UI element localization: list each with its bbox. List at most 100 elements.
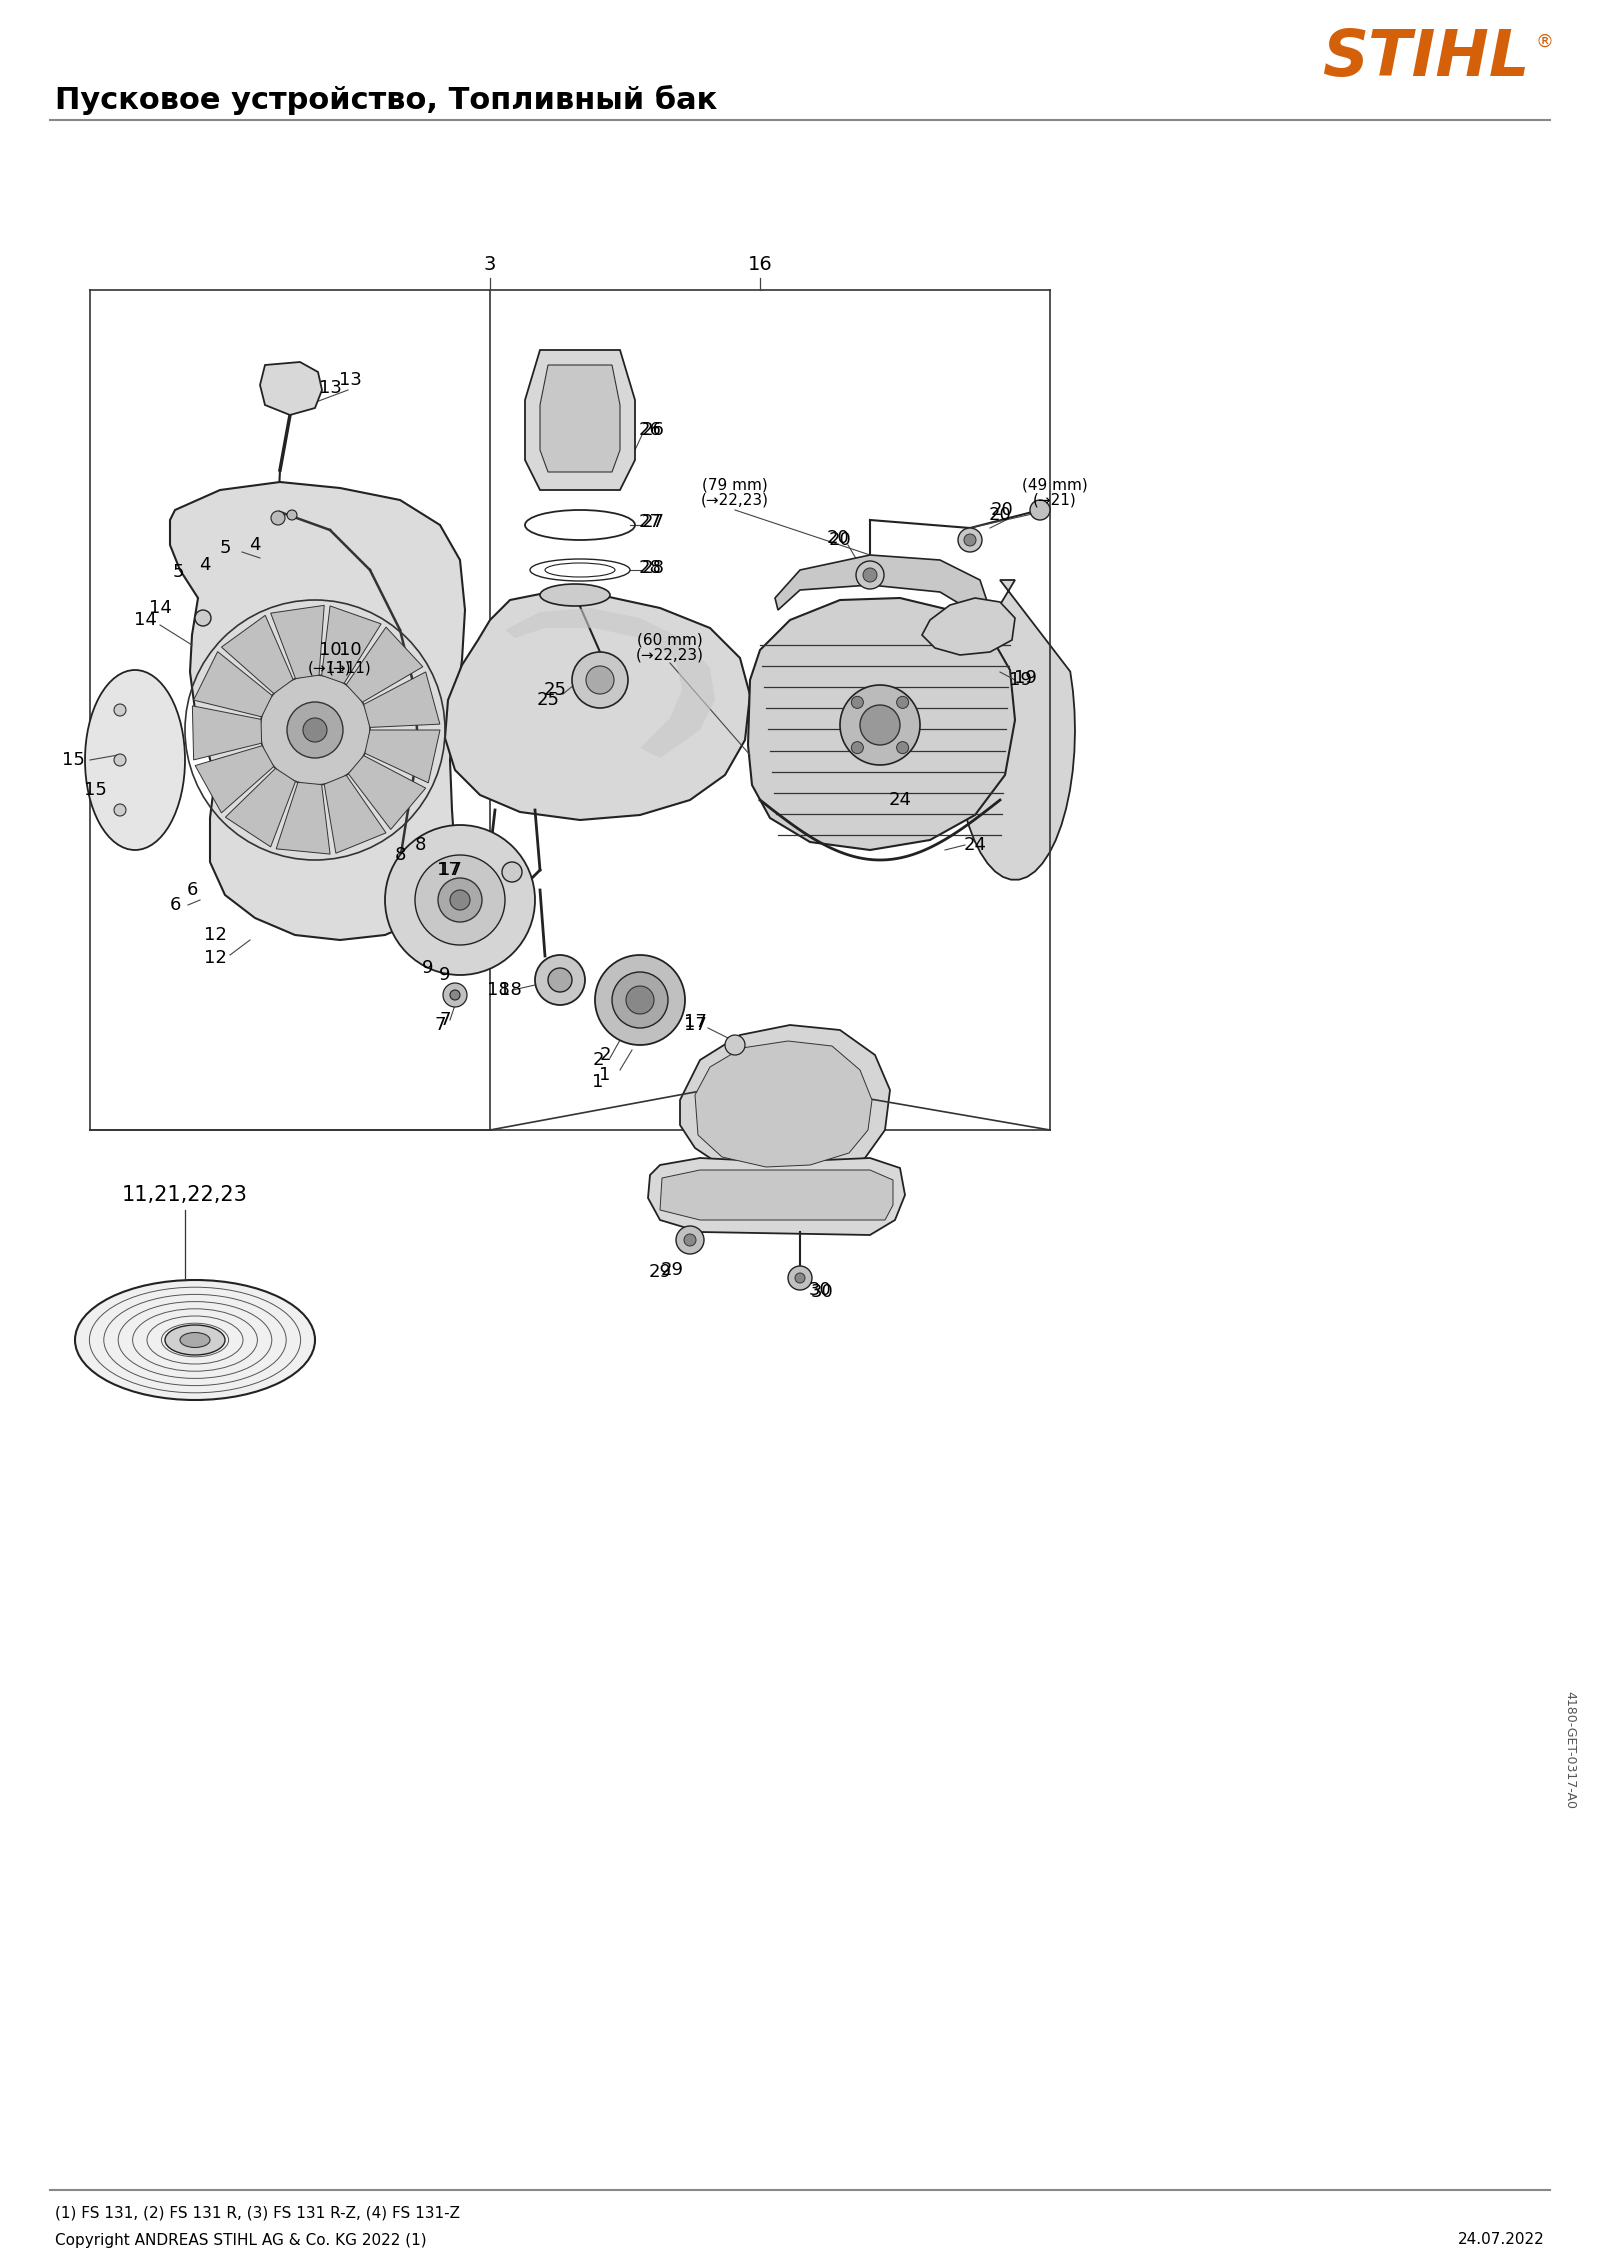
Circle shape (963, 534, 976, 545)
Circle shape (502, 862, 522, 883)
Circle shape (787, 1265, 813, 1290)
Text: 20: 20 (990, 500, 1013, 518)
Text: 11,21,22,23: 11,21,22,23 (122, 1186, 248, 1204)
Circle shape (443, 982, 467, 1007)
Text: 10: 10 (318, 640, 341, 659)
Text: 19: 19 (1008, 672, 1032, 688)
Text: (→11): (→11) (328, 661, 371, 674)
Circle shape (856, 561, 883, 588)
Polygon shape (365, 731, 440, 783)
Text: 1: 1 (600, 1066, 611, 1084)
Ellipse shape (75, 1281, 315, 1401)
Circle shape (586, 665, 614, 695)
Text: (1) FS 131, (2) FS 131 R, (3) FS 131 R-Z, (4) FS 131-Z: (1) FS 131, (2) FS 131 R, (3) FS 131 R-Z… (54, 2206, 461, 2220)
Circle shape (725, 1034, 746, 1055)
Text: 19: 19 (1013, 670, 1037, 688)
Text: 2: 2 (600, 1046, 611, 1064)
Polygon shape (680, 1025, 890, 1179)
Text: 24.07.2022: 24.07.2022 (1458, 2234, 1546, 2247)
Polygon shape (922, 597, 1014, 654)
Text: Copyright ANDREAS STIHL AG & Co. KG 2022 (1): Copyright ANDREAS STIHL AG & Co. KG 2022… (54, 2234, 427, 2247)
Text: (49 mm): (49 mm) (1022, 477, 1088, 493)
Polygon shape (363, 672, 440, 726)
Circle shape (685, 1233, 696, 1247)
Circle shape (675, 1227, 704, 1254)
Circle shape (114, 704, 126, 715)
Circle shape (114, 803, 126, 817)
Circle shape (896, 742, 909, 754)
Text: 14: 14 (149, 600, 171, 618)
Circle shape (1030, 500, 1050, 520)
Polygon shape (195, 745, 274, 812)
Ellipse shape (85, 670, 186, 851)
Text: 4: 4 (200, 557, 211, 575)
Polygon shape (445, 593, 750, 819)
Text: 10: 10 (339, 640, 362, 659)
Text: 28: 28 (642, 559, 664, 577)
Text: (79 mm): (79 mm) (702, 477, 768, 493)
Circle shape (795, 1274, 805, 1283)
Text: 12: 12 (203, 926, 227, 944)
Text: 5: 5 (173, 563, 184, 582)
Text: 6: 6 (186, 880, 198, 898)
Polygon shape (221, 616, 293, 692)
Circle shape (534, 955, 586, 1005)
Circle shape (851, 697, 864, 708)
Polygon shape (506, 609, 715, 758)
Text: STIHL: STIHL (1322, 27, 1530, 88)
Text: 4180-GET-0317-A0: 4180-GET-0317-A0 (1563, 1690, 1576, 1808)
Text: 30: 30 (808, 1281, 832, 1299)
Text: 26: 26 (642, 421, 664, 439)
Text: 7: 7 (434, 1016, 446, 1034)
Polygon shape (277, 783, 330, 853)
Circle shape (595, 955, 685, 1046)
Circle shape (450, 989, 461, 1000)
Text: 18: 18 (499, 980, 522, 998)
Text: 9: 9 (422, 960, 434, 978)
Polygon shape (749, 597, 1014, 851)
Text: 13: 13 (339, 371, 362, 389)
Text: 24: 24 (888, 792, 912, 808)
Polygon shape (661, 1170, 893, 1220)
Circle shape (547, 969, 573, 991)
Circle shape (611, 973, 669, 1027)
Circle shape (414, 855, 506, 946)
Text: 25: 25 (544, 681, 566, 699)
Text: (→22,23): (→22,23) (637, 647, 704, 663)
Text: 5: 5 (219, 539, 230, 557)
Circle shape (386, 826, 534, 975)
Text: 30: 30 (811, 1283, 834, 1301)
Text: 25: 25 (536, 690, 560, 708)
Text: 4: 4 (250, 536, 261, 554)
Circle shape (840, 686, 920, 765)
Polygon shape (525, 351, 635, 491)
Text: 27: 27 (638, 514, 661, 532)
Text: 16: 16 (747, 256, 773, 274)
Polygon shape (226, 769, 296, 846)
Ellipse shape (165, 1326, 226, 1356)
Text: 20: 20 (829, 532, 851, 550)
Text: 1: 1 (592, 1073, 603, 1091)
Circle shape (450, 889, 470, 910)
Circle shape (114, 754, 126, 765)
Text: 15: 15 (83, 781, 107, 799)
Text: 29: 29 (661, 1260, 683, 1279)
Polygon shape (346, 627, 422, 702)
Polygon shape (270, 604, 325, 679)
Text: 9: 9 (440, 966, 451, 984)
Text: 12: 12 (203, 948, 227, 966)
Text: (60 mm): (60 mm) (637, 631, 702, 647)
Polygon shape (648, 1159, 906, 1236)
Text: 15: 15 (61, 751, 85, 769)
Text: (→11): (→11) (309, 661, 352, 674)
Circle shape (438, 878, 482, 921)
Ellipse shape (541, 584, 610, 606)
Circle shape (259, 674, 370, 785)
Text: 17: 17 (683, 1014, 707, 1032)
Text: 17: 17 (437, 860, 459, 878)
Polygon shape (349, 756, 426, 831)
Polygon shape (541, 364, 621, 473)
Polygon shape (192, 706, 261, 760)
Circle shape (270, 511, 285, 525)
Text: ®: ® (1534, 34, 1554, 52)
